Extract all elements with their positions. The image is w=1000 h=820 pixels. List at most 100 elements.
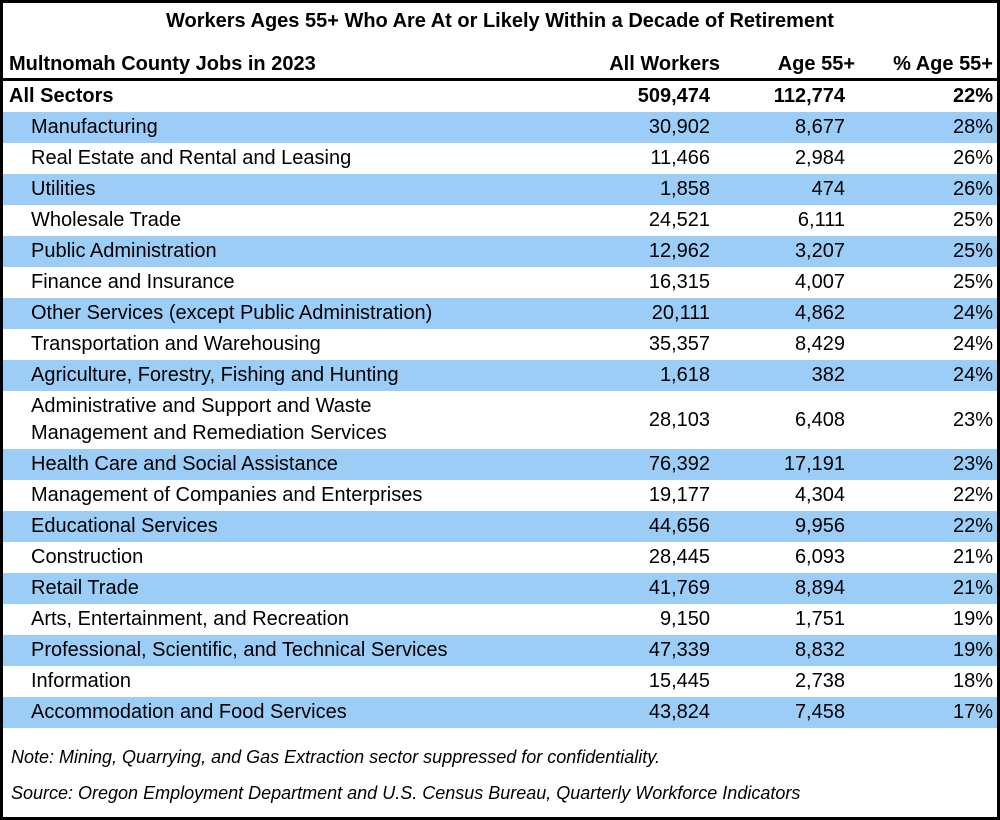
pct-age-55-value: 28% bbox=[952, 116, 993, 138]
pct-age-55-value: 22% bbox=[952, 484, 993, 506]
pct-age-55-value: 21% bbox=[952, 577, 993, 599]
table-row: Management of Companies and Enterprises … bbox=[3, 480, 997, 511]
age-55-value: 7,458 bbox=[794, 701, 845, 723]
sector-name: Manufacturing bbox=[31, 116, 158, 138]
pct-age-55-value: 26% bbox=[952, 178, 993, 200]
table-row: Construction 28,445 6,093 21% bbox=[3, 542, 997, 573]
pct-age-55-value: 18% bbox=[952, 670, 993, 692]
table-header: Multnomah County Jobs in 2023 All Worker… bbox=[3, 33, 997, 81]
age-55-value: 4,007 bbox=[794, 271, 845, 293]
all-workers-value: 1,618 bbox=[659, 364, 710, 386]
sector-name: Health Care and Social Assistance bbox=[31, 453, 338, 475]
sector-name: Arts, Entertainment, and Recreation bbox=[31, 608, 349, 630]
age-55-value: 6,093 bbox=[794, 546, 845, 568]
sector-name: Accommodation and Food Services bbox=[31, 701, 347, 723]
figure-title: Workers Ages 55+ Who Are At or Likely Wi… bbox=[166, 10, 834, 32]
table-row: Manufacturing 30,902 8,677 28% bbox=[3, 112, 997, 143]
all-workers-value: 76,392 bbox=[648, 453, 710, 475]
age-55-value: 3,207 bbox=[794, 240, 845, 262]
table-row: Public Administration 12,962 3,207 25% bbox=[3, 236, 997, 267]
age-55-value: 9,956 bbox=[794, 515, 845, 537]
all-workers-value: 11,466 bbox=[650, 147, 710, 169]
sector-rows-group: Manufacturing 30,902 8,677 28% Real Esta… bbox=[3, 112, 997, 728]
table-row: Arts, Entertainment, and Recreation 9,15… bbox=[3, 604, 997, 635]
table-row: Accommodation and Food Services 43,824 7… bbox=[3, 697, 997, 728]
age-55-value: 4,862 bbox=[794, 302, 845, 324]
total-row-label: All Sectors bbox=[9, 85, 114, 107]
note-line: Note: Mining, Quarrying, and Gas Extract… bbox=[11, 747, 660, 767]
total-row-group: All Sectors 509,474 112,774 22% bbox=[3, 80, 997, 113]
source-line: Source: Oregon Employment Department and… bbox=[11, 783, 801, 803]
sector-name: Public Administration bbox=[31, 240, 217, 262]
age-55-value: 1,751 bbox=[794, 608, 845, 630]
all-workers-value: 1,858 bbox=[659, 178, 710, 200]
total-all-workers-value: 509,474 bbox=[637, 85, 710, 107]
table-row: Health Care and Social Assistance 76,392… bbox=[3, 449, 997, 480]
table-row: Wholesale Trade 24,521 6,111 25% bbox=[3, 205, 997, 236]
all-workers-value: 12,962 bbox=[648, 240, 710, 262]
table-row: Retail Trade 41,769 8,894 21% bbox=[3, 573, 997, 604]
table-row: Agriculture, Forestry, Fishing and Hunti… bbox=[3, 360, 997, 391]
sector-name: Administrative and Support and Waste Man… bbox=[31, 395, 387, 444]
pct-age-55-value: 25% bbox=[952, 271, 993, 293]
table-row: Educational Services 44,656 9,956 22% bbox=[3, 511, 997, 542]
age-55-value: 17,191 bbox=[783, 453, 845, 475]
table-row: Administrative and Support and Waste Man… bbox=[3, 391, 997, 449]
pct-age-55-value: 23% bbox=[952, 453, 993, 475]
all-workers-value: 35,357 bbox=[648, 333, 710, 355]
pct-age-55-value: 19% bbox=[952, 608, 993, 630]
table-row: Real Estate and Rental and Leasing 11,46… bbox=[3, 143, 997, 174]
age-55-value: 2,738 bbox=[794, 670, 845, 692]
table-row: Utilities 1,858 474 26% bbox=[3, 174, 997, 205]
age-55-value: 2,984 bbox=[794, 147, 845, 169]
all-workers-value: 9,150 bbox=[659, 608, 710, 630]
sector-name: Finance and Insurance bbox=[31, 271, 235, 293]
column-header-jobs: Multnomah County Jobs in 2023 bbox=[3, 33, 522, 81]
table-row-all-sectors: All Sectors 509,474 112,774 22% bbox=[3, 80, 997, 113]
sector-name: Agriculture, Forestry, Fishing and Hunti… bbox=[31, 364, 399, 386]
sector-name: Information bbox=[31, 670, 132, 692]
pct-age-55-value: 19% bbox=[952, 639, 993, 661]
all-workers-value: 15,445 bbox=[648, 670, 710, 692]
pct-age-55-value: 24% bbox=[952, 364, 993, 386]
sector-name: Other Services (except Public Administra… bbox=[31, 302, 433, 324]
pct-age-55-value: 21% bbox=[952, 546, 993, 568]
table-row: Information 15,445 2,738 18% bbox=[3, 666, 997, 697]
table-row: Professional, Scientific, and Technical … bbox=[3, 635, 997, 666]
footnotes: Note: Mining, Quarrying, and Gas Extract… bbox=[3, 728, 997, 817]
age-55-value: 8,832 bbox=[794, 639, 845, 661]
sector-name: Management of Companies and Enterprises bbox=[31, 484, 423, 506]
pct-age-55-value: 25% bbox=[952, 240, 993, 262]
all-workers-value: 43,824 bbox=[648, 701, 710, 723]
pct-age-55-value: 26% bbox=[952, 147, 993, 169]
sector-name: Transportation and Warehousing bbox=[31, 333, 321, 355]
pct-age-55-value: 24% bbox=[952, 333, 993, 355]
age-55-value: 6,111 bbox=[797, 209, 845, 231]
pct-age-55-value: 23% bbox=[952, 408, 993, 431]
all-workers-value: 47,339 bbox=[648, 639, 710, 661]
age-55-value: 382 bbox=[811, 364, 845, 386]
sector-name: Retail Trade bbox=[31, 577, 139, 599]
sector-name: Educational Services bbox=[31, 515, 218, 537]
all-workers-value: 41,769 bbox=[648, 577, 710, 599]
total-age-55-value: 112,774 bbox=[773, 85, 845, 107]
all-workers-value: 28,445 bbox=[648, 546, 710, 568]
pct-age-55-value: 22% bbox=[952, 515, 993, 537]
sector-name: Real Estate and Rental and Leasing bbox=[31, 147, 352, 169]
sector-table: Multnomah County Jobs in 2023 All Worker… bbox=[3, 33, 997, 728]
table-row: Transportation and Warehousing 35,357 8,… bbox=[3, 329, 997, 360]
age-55-value: 4,304 bbox=[794, 484, 845, 506]
sector-name: Construction bbox=[31, 546, 144, 568]
age-55-value: 8,429 bbox=[794, 333, 845, 355]
all-workers-value: 16,315 bbox=[648, 271, 710, 293]
total-pct-value: 22% bbox=[952, 85, 993, 107]
pct-age-55-value: 24% bbox=[952, 302, 993, 324]
age-55-value: 8,894 bbox=[794, 577, 845, 599]
header-row: Multnomah County Jobs in 2023 All Worker… bbox=[3, 33, 997, 81]
age-55-value: 8,677 bbox=[794, 116, 845, 138]
all-workers-value: 20,111 bbox=[651, 302, 710, 324]
all-workers-value: 44,656 bbox=[648, 515, 710, 537]
sector-name: Professional, Scientific, and Technical … bbox=[31, 639, 448, 661]
pct-age-55-value: 17% bbox=[952, 701, 993, 723]
